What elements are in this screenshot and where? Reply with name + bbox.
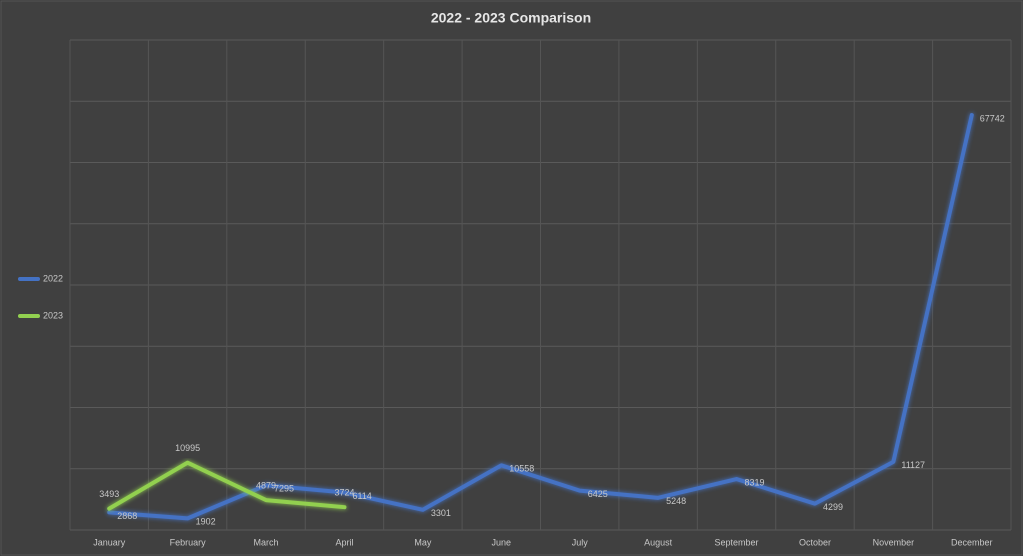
x-tick-label: March <box>254 537 279 547</box>
x-tick-label: May <box>414 537 432 547</box>
data-label: 6425 <box>588 489 608 499</box>
data-label: 5248 <box>666 496 686 506</box>
x-tick-label: February <box>170 537 207 547</box>
data-label: 1902 <box>196 517 216 527</box>
x-tick-label: November <box>873 537 915 547</box>
data-label: 10995 <box>175 443 200 453</box>
data-label: 6114 <box>352 491 371 501</box>
legend-label: 2022 <box>43 273 63 283</box>
data-label: 3301 <box>431 508 451 518</box>
data-label: 3493 <box>99 489 119 499</box>
data-label: 3724 <box>334 488 354 498</box>
series-line <box>107 460 347 511</box>
x-tick-label: October <box>799 537 831 547</box>
x-tick-label: August <box>644 537 673 547</box>
data-label: 67742 <box>980 113 1005 123</box>
data-label: 11127 <box>901 460 925 470</box>
series-line <box>107 113 974 521</box>
legend-label: 2023 <box>43 310 63 320</box>
data-label: 8319 <box>745 477 765 487</box>
data-label: 2868 <box>117 511 137 521</box>
x-tick-label: September <box>715 537 759 547</box>
data-label: 10558 <box>509 464 534 474</box>
data-label: 4299 <box>823 502 843 512</box>
x-tick-label: June <box>492 537 512 547</box>
x-tick-label: April <box>335 537 353 547</box>
data-label: 4879 <box>256 480 276 490</box>
x-tick-label: January <box>93 537 126 547</box>
x-tick-label: December <box>951 537 993 547</box>
x-tick-label: July <box>572 537 589 547</box>
chart-title: 2022 - 2023 Comparison <box>431 10 591 26</box>
data-label: 7295 <box>274 484 294 494</box>
